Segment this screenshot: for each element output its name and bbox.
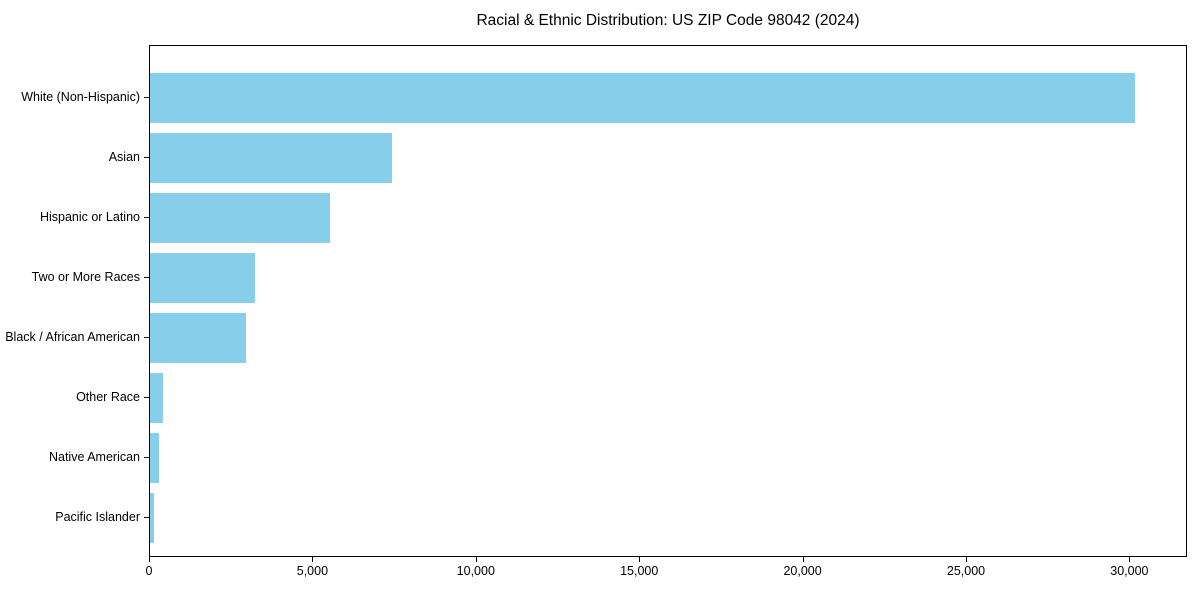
y-tick-mark	[144, 337, 149, 338]
bar-other-race	[150, 373, 164, 423]
bar-hispanic-or-latino	[150, 193, 330, 243]
bar-asian	[150, 133, 392, 183]
x-tick-mark	[802, 557, 804, 562]
x-tick-mark	[966, 557, 967, 562]
x-tick-label-10-000: 10,000	[456, 564, 495, 578]
bar-two-or-more-races	[150, 253, 255, 303]
x-tick-label-5-000: 5,000	[296, 564, 329, 578]
chart-title: Racial & Ethnic Distribution: US ZIP Cod…	[476, 12, 860, 29]
x-tick-mark	[1129, 557, 1131, 562]
y-tick-mark	[144, 517, 149, 518]
y-tick-label-native-american: Native American	[48, 450, 140, 464]
bar-pacific-islander	[150, 493, 155, 543]
y-tick-mark	[144, 457, 149, 458]
x-tick-mark	[475, 557, 477, 562]
y-tick-label-two-or-more-races: Two or More Races	[31, 270, 140, 284]
plot-area	[149, 45, 1187, 557]
y-tick-label-other-race: Other Race	[76, 390, 140, 404]
x-tick-mark	[149, 557, 150, 562]
x-tick-label-0: 0	[145, 564, 153, 578]
x-tick-label-30-000: 30,000	[1110, 564, 1149, 578]
y-tick-mark	[144, 217, 149, 218]
bar-black-african-american	[150, 313, 247, 363]
y-tick-label-white-non-hispanic: White (Non-Hispanic)	[21, 90, 140, 104]
x-tick-label-15-000: 15,000	[620, 564, 659, 578]
y-tick-mark	[144, 97, 149, 98]
y-tick-label-asian: Asian	[108, 150, 140, 164]
x-tick-label-25-000: 25,000	[946, 564, 986, 578]
y-tick-mark	[144, 277, 149, 278]
y-tick-label-pacific-islander: Pacific Islander	[55, 510, 140, 524]
x-tick-label-20-000: 20,000	[783, 564, 822, 578]
y-tick-label-black-african-american: Black / African American	[5, 330, 140, 344]
y-tick-label-hispanic-or-latino: Hispanic or Latino	[39, 210, 140, 224]
bar-native-american	[150, 433, 159, 483]
x-tick-mark	[639, 557, 641, 562]
y-tick-mark	[144, 397, 149, 398]
y-tick-mark	[144, 157, 149, 158]
x-tick-mark	[312, 557, 314, 562]
bar-white-non-hispanic	[150, 73, 1136, 123]
